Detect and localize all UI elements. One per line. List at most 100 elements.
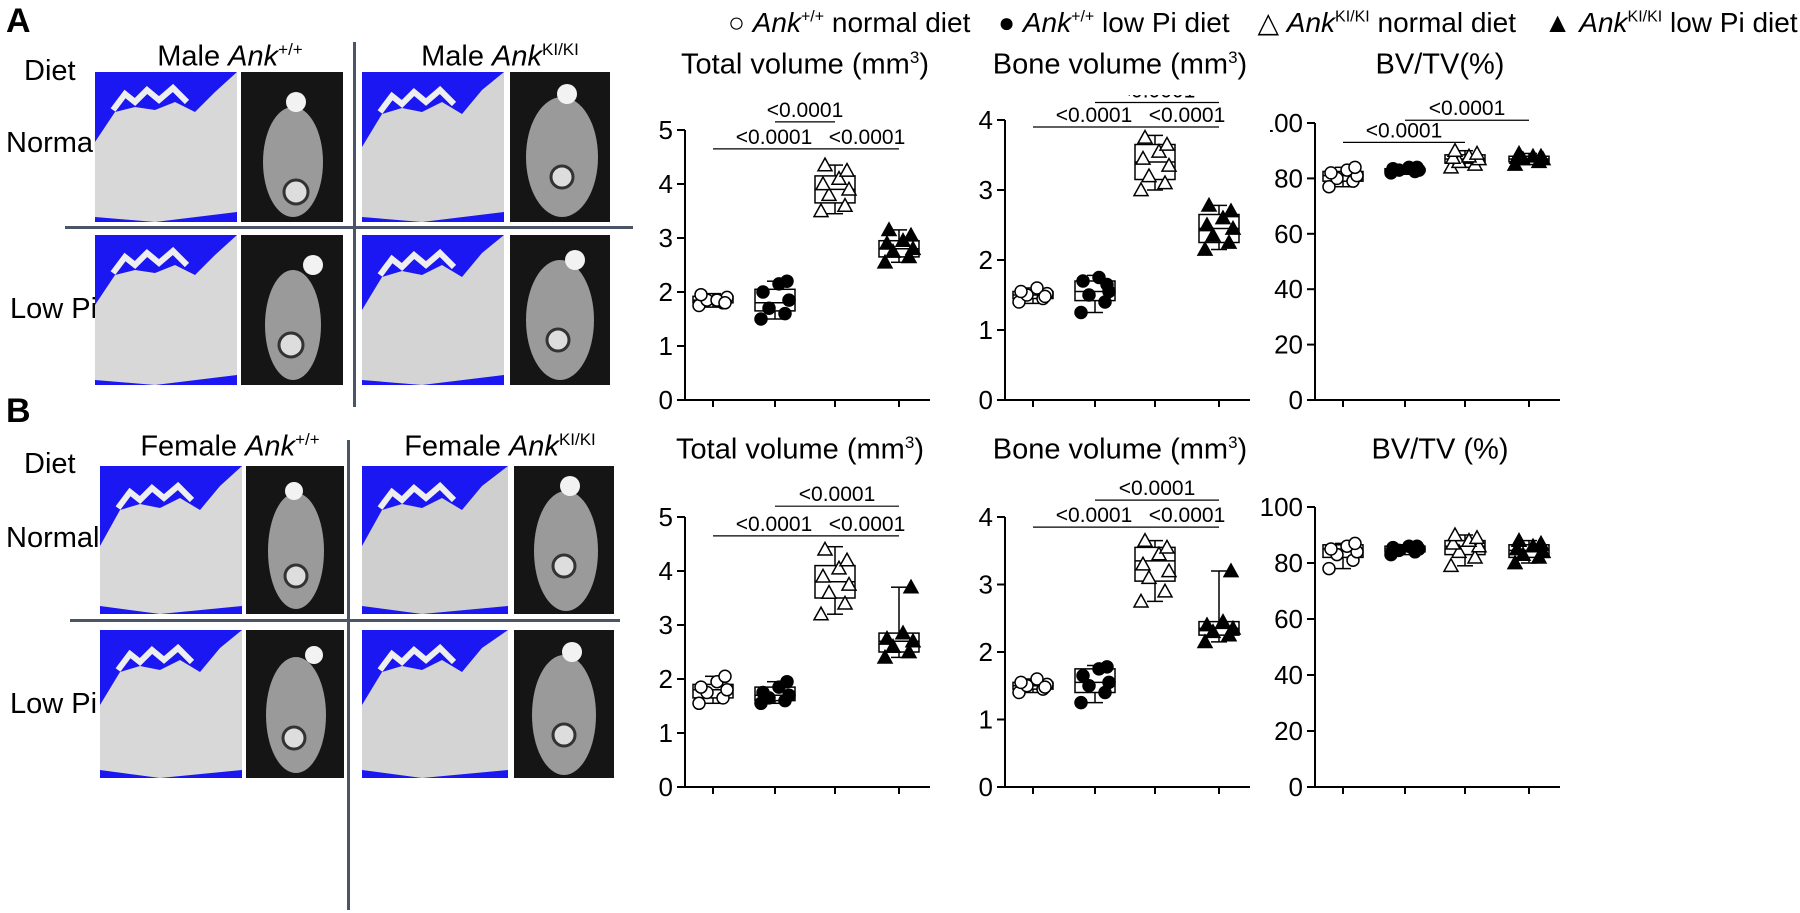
- data-point: [1196, 633, 1214, 649]
- data-point: [782, 293, 796, 307]
- data-point: [1198, 616, 1216, 632]
- data-point: [1076, 274, 1090, 288]
- data-point: [836, 197, 854, 212]
- significance-label: <0.0001: [1366, 119, 1443, 142]
- y-tick-label: 1: [979, 705, 993, 735]
- significance-label: <0.0001: [767, 99, 844, 122]
- y-tick-label: 0: [979, 772, 993, 800]
- data-point: [812, 202, 830, 218]
- y-tick-label: 100: [1260, 492, 1303, 522]
- data-point: [1140, 167, 1158, 183]
- data-point: [838, 161, 856, 177]
- legend-item: ● Ank+/+ low Pi diet: [998, 7, 1230, 38]
- legend-item: ▲ AnkKI/KI low Pi diet: [1543, 7, 1798, 38]
- data-point: [718, 669, 732, 684]
- data-point: [880, 221, 898, 237]
- jaw-3d-image: [362, 235, 504, 385]
- y-tick-label: 5: [659, 115, 673, 145]
- y-tick-label: 3: [979, 570, 993, 600]
- data-point: [1136, 532, 1154, 547]
- y-tick-label: 0: [1289, 385, 1303, 415]
- data-point: [754, 312, 768, 326]
- data-point: [780, 674, 794, 689]
- data-point: [836, 594, 854, 610]
- data-point: [900, 643, 918, 659]
- panel-letter-b: B: [6, 392, 31, 430]
- significance-label: <0.0001: [736, 513, 813, 536]
- y-tick-label: 5: [659, 502, 673, 532]
- data-point: [1132, 592, 1150, 608]
- row-label-normal-b: Normal: [6, 522, 100, 554]
- data-point: [816, 540, 834, 556]
- data-point: [694, 287, 708, 302]
- significance-label: <0.0001: [1149, 104, 1226, 127]
- data-point: [1410, 160, 1424, 175]
- y-tick-label: 20: [1274, 330, 1303, 360]
- data-point: [1386, 540, 1400, 555]
- data-point: [1324, 166, 1338, 180]
- data-point: [1132, 181, 1150, 197]
- data-point: [1410, 539, 1424, 553]
- panel-letter-a: A: [6, 2, 31, 40]
- data-point: [1224, 219, 1242, 235]
- data-point: [1134, 555, 1152, 571]
- significance-label: <0.0001: [799, 483, 876, 506]
- y-tick-label: 4: [979, 105, 993, 135]
- data-point: [902, 578, 920, 594]
- significance-label: <0.0001: [1119, 477, 1196, 500]
- y-tick-label: 20: [1274, 716, 1303, 746]
- legend-item: ○ Ank+/+ normal diet: [728, 7, 971, 38]
- ct-slice-image: [241, 72, 343, 222]
- legend: ○ Ank+/+ normal diet ● Ank+/+ low Pi die…: [728, 6, 1800, 39]
- significance-label: <0.0001: [1119, 95, 1196, 103]
- data-point: [1204, 226, 1222, 242]
- y-tick-label: 80: [1274, 548, 1303, 578]
- chart-bvtv-b: 0 20 40 60 80 100: [1260, 492, 1560, 802]
- jaw-3d-image: [362, 630, 508, 778]
- data-point: [778, 306, 792, 321]
- legend-item: △ AnkKI/KI normal diet: [1257, 7, 1517, 38]
- data-point: [878, 234, 896, 250]
- data-point: [1082, 679, 1096, 693]
- data-point: [814, 567, 832, 583]
- y-tick-label: 2: [659, 664, 673, 694]
- data-point: [1100, 660, 1114, 674]
- row-label-lowpi-a: Low Pi: [10, 293, 98, 325]
- y-tick-label: 4: [659, 556, 673, 586]
- chart-title: Total volume (mm3): [676, 433, 924, 466]
- y-tick-label: 100: [1270, 108, 1303, 138]
- data-point: [1508, 540, 1526, 556]
- data-point: [1196, 240, 1214, 256]
- chart-title: Bone volume (mm3): [992, 433, 1248, 466]
- data-point: [902, 226, 920, 242]
- y-tick-label: 60: [1274, 604, 1303, 634]
- data-point: [816, 156, 834, 172]
- data-point: [1156, 582, 1174, 598]
- data-point: [1100, 277, 1114, 292]
- data-point: [1468, 144, 1486, 160]
- chart-total-volume-a: 0 1 2 3 4 5 <0.0001 <0.0001 <0.0001: [659, 99, 930, 415]
- data-point: [694, 680, 708, 694]
- y-tick-label: 40: [1274, 660, 1303, 690]
- ct-slice-image: [510, 72, 610, 222]
- data-point: [1160, 562, 1178, 578]
- column-header-male-wt: Male Ank+/+: [157, 40, 303, 73]
- data-point: [1140, 569, 1158, 585]
- significance-label: <0.0001: [829, 513, 906, 536]
- data-point: [1532, 147, 1550, 163]
- data-point: [1446, 526, 1464, 542]
- data-point: [884, 242, 902, 258]
- data-point: [756, 685, 770, 700]
- chart-bone-volume-b: 0 1 2 3 4 <0.0001 <0.0001 <0.0001: [979, 477, 1250, 800]
- significance-label: <0.0001: [1056, 504, 1133, 527]
- data-point: [838, 551, 856, 567]
- data-point: [1444, 534, 1462, 550]
- significance-label: <0.0001: [1429, 97, 1506, 120]
- jaw-3d-image: [362, 466, 508, 614]
- data-point: [1532, 534, 1550, 550]
- data-point: [1466, 548, 1484, 564]
- y-tick-label: 4: [979, 502, 993, 532]
- data-point: [1014, 675, 1028, 690]
- significance-label: <0.0001: [829, 126, 906, 149]
- data-point: [1222, 202, 1240, 218]
